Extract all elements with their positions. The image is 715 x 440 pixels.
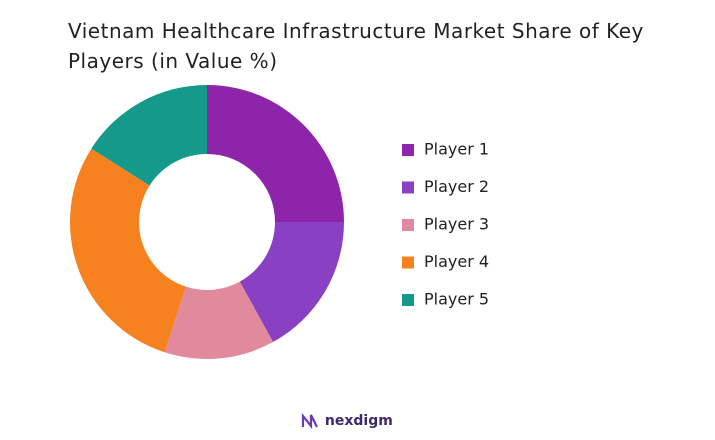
legend-swatch xyxy=(402,256,414,269)
legend-label: Player 2 xyxy=(424,177,489,196)
legend-swatch xyxy=(402,181,414,194)
brand-name: nexdigm xyxy=(324,413,393,429)
legend-swatch xyxy=(402,219,414,231)
brand-logo: nexdigm xyxy=(300,412,393,430)
chart-title: Vietnam Healthcare Infrastructure Market… xyxy=(68,19,644,73)
donut-slice xyxy=(91,85,207,186)
donut-slice xyxy=(207,85,344,222)
chart: Player 1 Player 2 Player 3 Player 4 Player 5 xyxy=(70,85,489,359)
legend-label: Player 5 xyxy=(424,290,489,309)
legend-label: Player 3 xyxy=(424,215,489,234)
legend-swatch xyxy=(402,294,414,306)
legend-swatch xyxy=(402,144,414,156)
logo-icon xyxy=(301,412,318,430)
donut-slice xyxy=(70,148,186,353)
legend-label: Player 4 xyxy=(424,252,489,271)
donut-slice xyxy=(164,281,274,359)
legend-label: Player 1 xyxy=(424,140,489,159)
donut-slice xyxy=(239,222,344,343)
